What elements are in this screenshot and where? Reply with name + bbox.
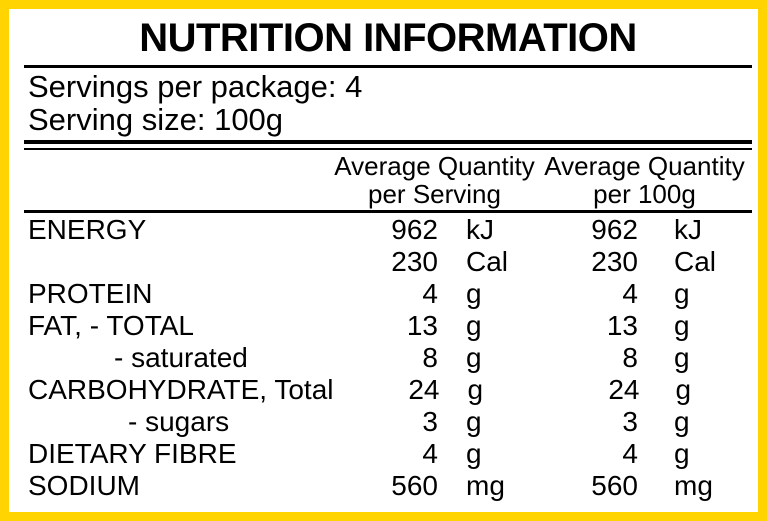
serving-unit: g — [466, 278, 482, 309]
nutrient-label: CARBOHYDRATE, Total — [28, 374, 334, 405]
per100g-value: 13 — [606, 310, 638, 341]
per100g-unit: g — [674, 342, 690, 373]
serving-value: 962 — [391, 214, 438, 245]
table-row-fat-total: FAT, - TOTAL 13 g 13 g — [24, 310, 752, 342]
serving-size-text: Serving size: 100g — [28, 102, 284, 137]
per100g-unit: g — [674, 406, 690, 437]
column-header-per-serving-line2: per Serving — [368, 179, 501, 209]
table-row-carbohydrate-sugars: - sugars 3 g 3 g — [24, 406, 752, 438]
nutrient-label: DIETARY FIBRE — [28, 438, 237, 469]
serving-unit: Cal — [466, 246, 509, 277]
per100g-unit: mg — [674, 470, 713, 501]
column-header-per-serving-line1: Average Quantity — [334, 151, 535, 181]
serving-value: 3 — [422, 406, 438, 437]
divider-under-title — [24, 65, 752, 68]
serving-unit: kJ — [466, 214, 494, 245]
column-header-per-100g-line2: per 100g — [593, 179, 696, 209]
per100g-unit: g — [675, 374, 692, 405]
nutrient-label: PROTEIN — [28, 278, 153, 309]
serving-unit: g — [466, 342, 482, 373]
nutrient-label: - sugars — [128, 406, 230, 437]
per100g-value: 24 — [608, 374, 640, 405]
column-header-per-100g: Average Quantity per 100g — [537, 152, 752, 208]
column-header-per-serving: Average Quantity per Serving — [332, 152, 537, 208]
table-row-sodium: SODIUM 560 mg 560 mg — [24, 470, 752, 502]
serving-unit: mg — [466, 470, 505, 501]
per100g-value: 8 — [622, 342, 638, 373]
per100g-value: 962 — [591, 214, 638, 245]
per100g-value: 4 — [622, 438, 638, 469]
nutrient-label: SODIUM — [28, 470, 140, 501]
table-row-protein: PROTEIN 4 g 4 g — [24, 278, 752, 310]
nutrient-label: - saturated — [114, 342, 248, 373]
divider-under-headers — [24, 210, 752, 213]
serving-unit: g — [466, 310, 482, 341]
serving-unit: g — [467, 374, 484, 405]
per100g-unit: g — [674, 278, 690, 309]
nutrient-table: ENERGY 962 kJ 962 kJ 230 Cal 230 Cal PRO… — [24, 214, 752, 502]
table-row-energy-kj: ENERGY 962 kJ 962 kJ — [24, 214, 752, 246]
servings-per-package-text: Servings per package: 4 — [28, 69, 363, 104]
per100g-value: 230 — [591, 246, 638, 277]
serving-value: 560 — [391, 470, 438, 501]
serving-value: 4 — [422, 438, 438, 469]
per100g-value: 4 — [622, 278, 638, 309]
per100g-unit: g — [674, 310, 690, 341]
nutrient-label: FAT, - TOTAL — [28, 310, 194, 341]
per100g-unit: Cal — [674, 246, 717, 277]
table-row-carbohydrate-total: CARBOHYDRATE, Total 24 g 24 g — [24, 374, 752, 406]
serving-value: 8 — [422, 342, 438, 373]
serving-unit: g — [466, 438, 482, 469]
serving-value: 230 — [391, 246, 438, 277]
column-header-per-100g-line1: Average Quantity — [544, 151, 745, 181]
nutrient-label: ENERGY — [28, 214, 147, 245]
per100g-value: 560 — [591, 470, 638, 501]
divider-thick — [24, 140, 752, 144]
nutrition-label-content: NUTRITION INFORMATION Servings per packa… — [9, 15, 758, 518]
table-row-energy-cal: 230 Cal 230 Cal — [24, 246, 752, 278]
per100g-value: 3 — [622, 406, 638, 437]
per100g-unit: g — [674, 438, 690, 469]
table-row-dietary-fibre: DIETARY FIBRE 4 g 4 g — [24, 438, 752, 470]
per100g-unit: kJ — [674, 214, 702, 245]
serving-value: 24 — [408, 374, 440, 405]
serving-info: Servings per package: 4 Serving size: 10… — [24, 70, 752, 136]
column-headers: Average Quantity per Serving Average Qua… — [24, 152, 752, 208]
serving-value: 4 — [422, 278, 438, 309]
table-row-fat-saturated: - saturated 8 g 8 g — [24, 342, 752, 374]
page-title: NUTRITION INFORMATION — [139, 16, 637, 60]
serving-unit: g — [466, 406, 482, 437]
divider-thin — [24, 148, 752, 150]
serving-value: 13 — [406, 310, 438, 341]
